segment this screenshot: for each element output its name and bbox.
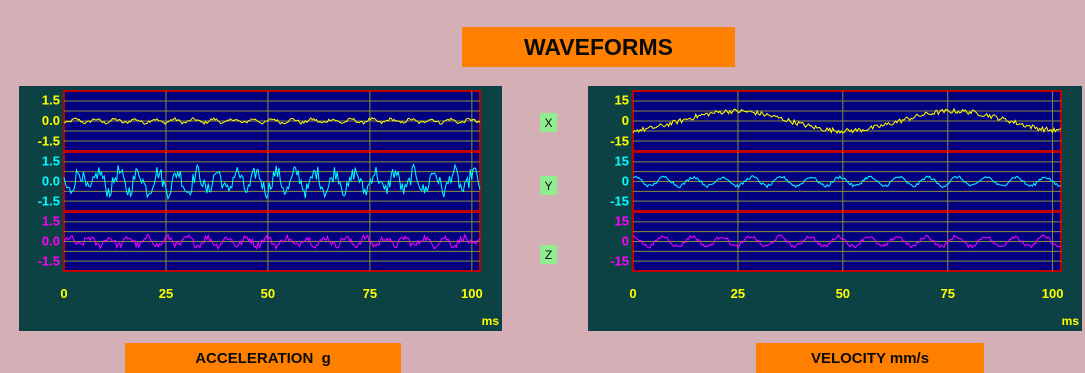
velocity-xtick-label: 0	[629, 286, 636, 301]
acceleration-label: ACCELERATION g	[125, 343, 401, 373]
axis-z-label: Z	[540, 245, 557, 264]
acceleration-x-axis-unit: ms	[481, 314, 499, 328]
acceleration-ytick-label: 1.5	[42, 93, 60, 108]
velocity-x-axis-unit: ms	[1061, 314, 1079, 328]
velocity-label-text: VELOCITY mm/s	[810, 349, 930, 367]
velocity-xtick-label: 25	[731, 286, 745, 301]
velocity-series-z	[632, 234, 1062, 249]
velocity-xtick-label: 75	[940, 286, 954, 301]
acceleration-ytick-label: 1.5	[42, 213, 60, 228]
velocity-chart-panel: 15 0 -15 15 0 -15 15 0 -15 0 25 50 75 100 ms	[588, 86, 1082, 331]
velocity-series-y	[632, 175, 1062, 189]
acceleration-series-z	[63, 233, 481, 251]
velocity-ytick-label: 0	[622, 234, 629, 249]
acceleration-subplot-x: 1.5 0.0 -1.5	[38, 90, 481, 152]
acceleration-chart-panel: 1.5 0.0 -1.5 1.5 0.0 -1.5 1.5 0.0 -1.5 0 25 50 75 100…	[19, 86, 502, 331]
page-title: WAVEFORMS	[462, 27, 735, 67]
velocity-ytick-label: 15	[615, 213, 629, 228]
acceleration-xtick-label: 50	[261, 286, 275, 301]
acceleration-label-text: ACCELERATION g	[195, 349, 331, 367]
velocity-subplot-x: 15 0 -15	[610, 90, 1062, 152]
acceleration-ytick-label: 0.0	[42, 174, 60, 189]
velocity-ytick-label: 15	[615, 93, 629, 108]
acceleration-ytick-label: 0.0	[42, 113, 60, 128]
velocity-subplot-z: 15 0 -15	[610, 211, 1062, 272]
velocity-subplot-y: 15 0 -15	[610, 151, 1062, 212]
acceleration-series-y	[63, 163, 481, 201]
acceleration-xtick-label: 100	[461, 286, 483, 301]
acceleration-subplot-z: 1.5 0.0 -1.5	[38, 211, 481, 272]
velocity-ytick-label: -15	[610, 194, 629, 209]
acceleration-ytick-label: -1.5	[38, 133, 60, 148]
velocity-ytick-label: 15	[615, 153, 629, 168]
velocity-chart: 15 0 -15 15 0 -15 15 0 -15 0 25 50 75 100	[610, 90, 1064, 301]
velocity-ytick-label: -15	[610, 133, 629, 148]
acceleration-ytick-label: -1.5	[38, 194, 60, 209]
axis-x-label: X	[540, 113, 557, 132]
velocity-xtick-label: 50	[836, 286, 850, 301]
velocity-ytick-label: -15	[610, 254, 629, 269]
acceleration-xtick-label: 0	[60, 286, 67, 301]
axis-y-label: Y	[540, 176, 557, 195]
velocity-label: VELOCITY mm/s	[756, 343, 984, 373]
acceleration-ytick-label: -1.5	[38, 254, 60, 269]
velocity-series-x	[632, 107, 1062, 134]
acceleration-chart: 1.5 0.0 -1.5 1.5 0.0 -1.5 1.5 0.0 -1.5 0 25 50 75 100	[38, 90, 483, 301]
acceleration-series-x	[63, 116, 481, 126]
acceleration-ytick-label: 0.0	[42, 234, 60, 249]
acceleration-xtick-label: 75	[363, 286, 377, 301]
acceleration-ytick-label: 1.5	[42, 153, 60, 168]
velocity-ytick-label: 0	[622, 174, 629, 189]
velocity-xtick-label: 100	[1042, 286, 1064, 301]
velocity-ytick-label: 0	[622, 113, 629, 128]
acceleration-subplot-y: 1.5 0.0 -1.5	[38, 151, 481, 212]
acceleration-xtick-label: 25	[159, 286, 173, 301]
